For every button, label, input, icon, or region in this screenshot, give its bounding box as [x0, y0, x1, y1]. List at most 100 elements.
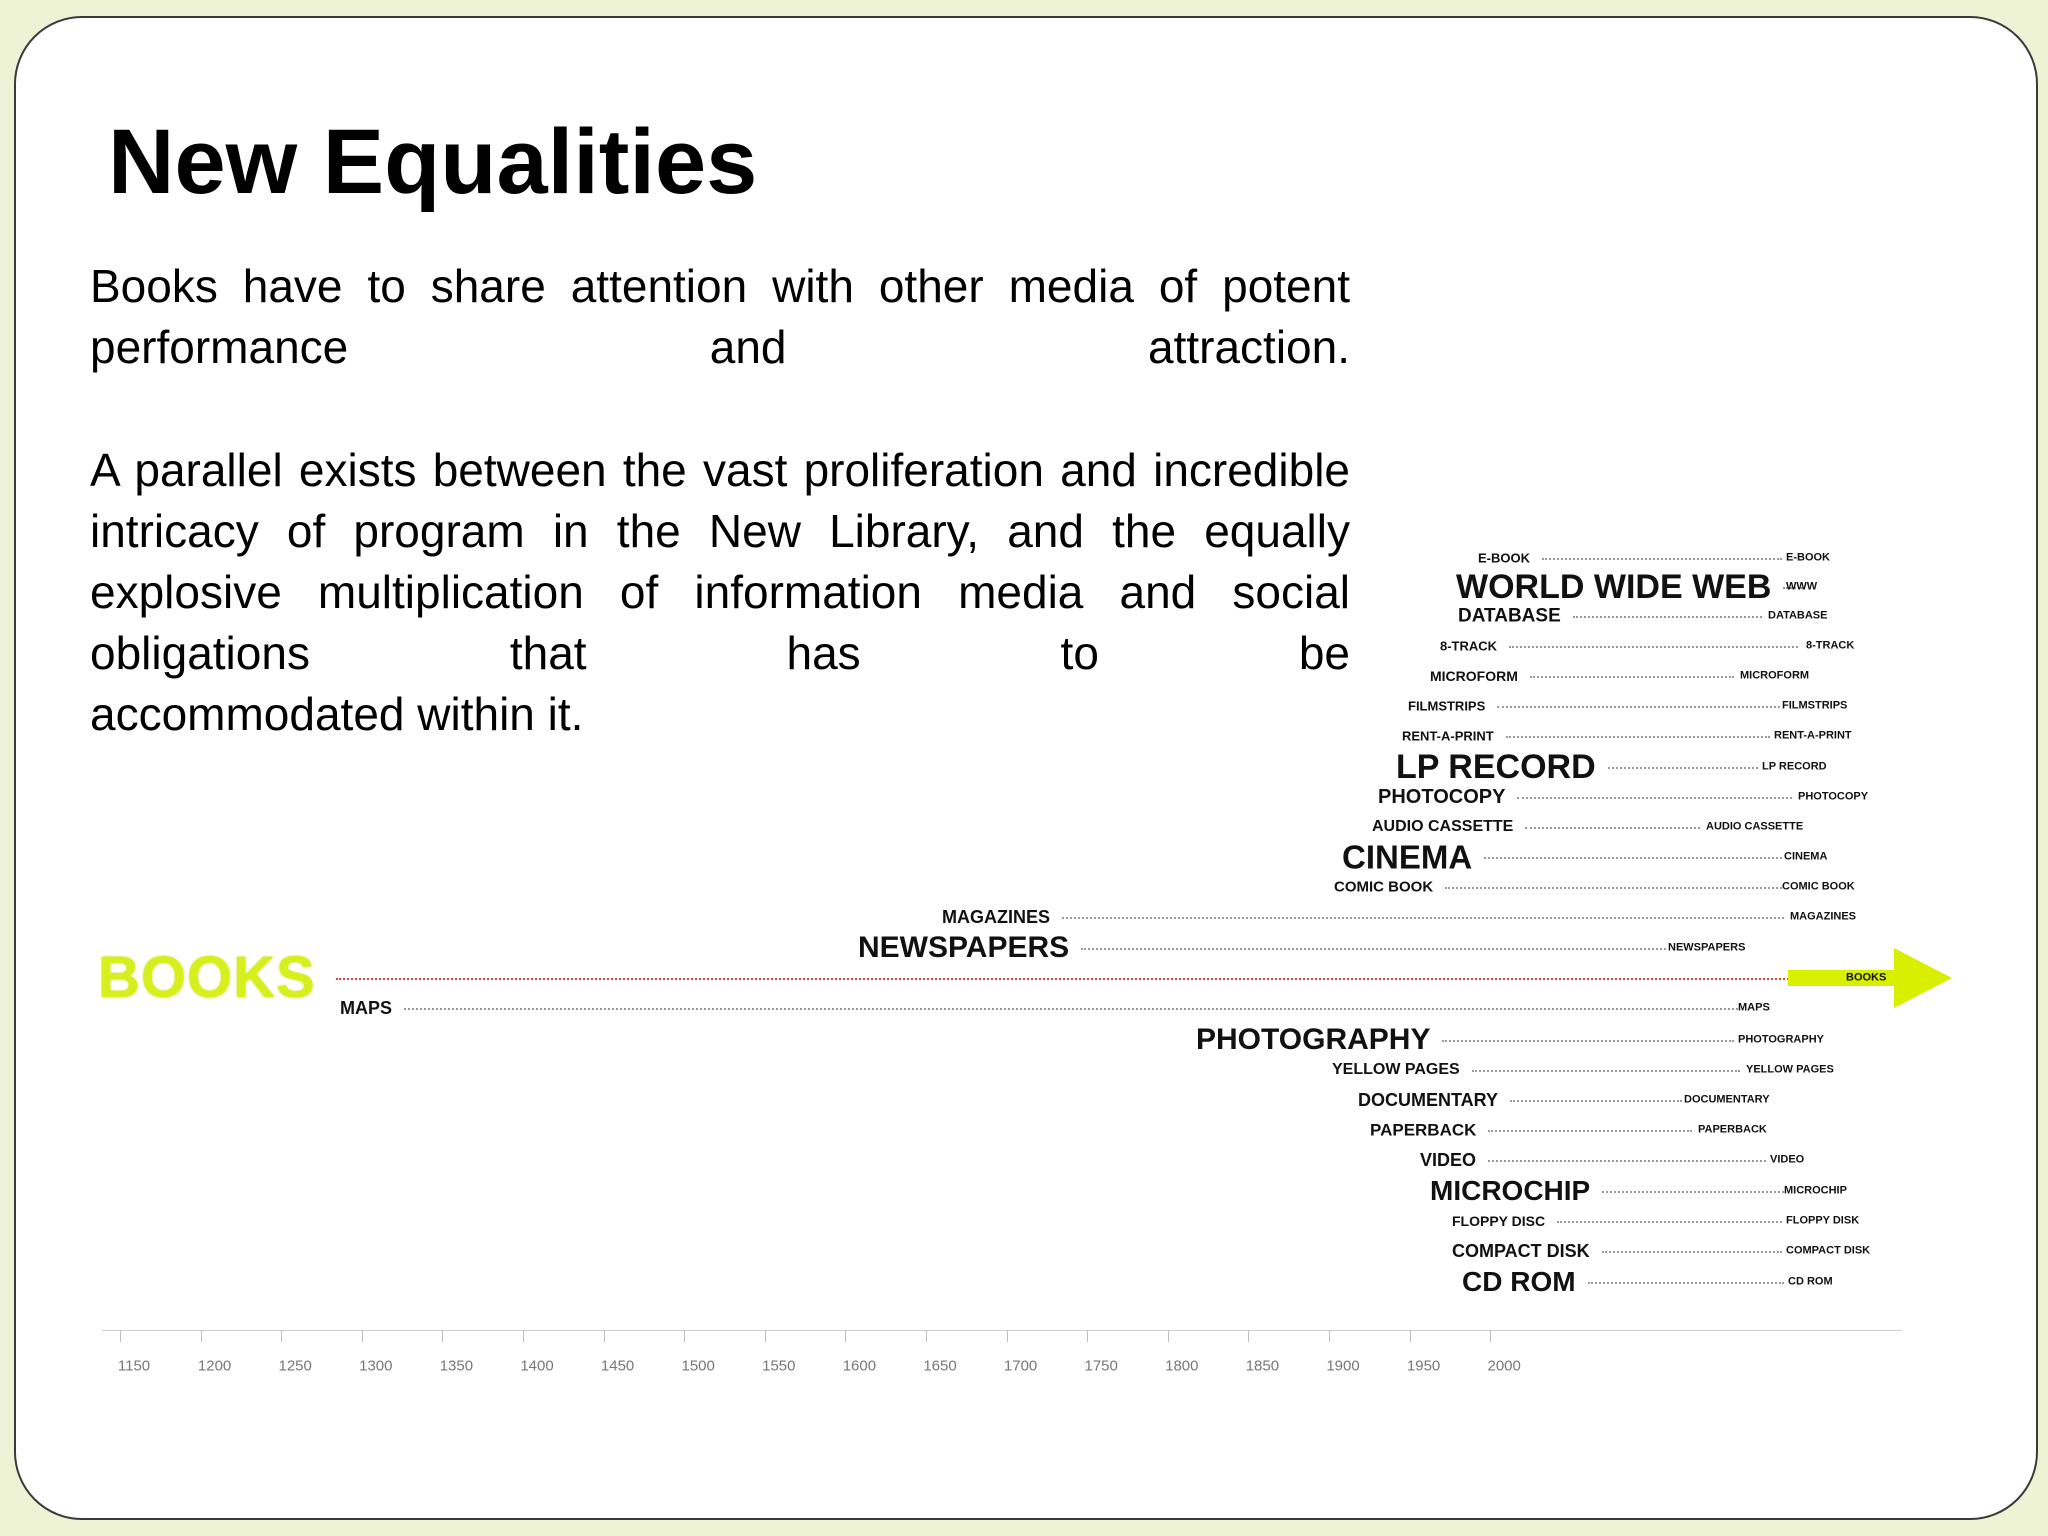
slide-title: New Equalities — [108, 111, 758, 213]
year-label: 1150 — [117, 1357, 151, 1375]
paragraph-1: Books have to share attention with other… — [90, 260, 1350, 373]
paragraph-2-last-line: accommodated within it. — [90, 688, 584, 740]
year-label: 1200 — [197, 1357, 232, 1375]
year-tick — [120, 1330, 121, 1342]
media-line-below-0 — [404, 1008, 1738, 1010]
media-line-below-7 — [1557, 1221, 1782, 1223]
year-tick — [442, 1330, 444, 1342]
media-end-label-above-6: RENT-A-PRINT — [1774, 729, 1852, 742]
media-line-above-2 — [1572, 616, 1762, 618]
media-end-label-above-2: DATABASE — [1768, 609, 1828, 622]
year-tick — [1490, 1330, 1492, 1342]
media-line-above-12 — [1062, 917, 1784, 919]
media-label-below-9: CD ROM — [1462, 1266, 1576, 1297]
media-label-below-5: VIDEO — [1420, 1150, 1477, 1170]
media-end-label-below-6: MICROCHIP — [1784, 1184, 1847, 1197]
media-end-label-above-3: 8-TRACK — [1806, 639, 1855, 652]
books-end-label: BOOKS — [1846, 971, 1887, 984]
year-label: 1650 — [923, 1357, 957, 1375]
year-label: 1250 — [278, 1357, 312, 1375]
paragraph-2: A parallel exists between the vast proli… — [90, 444, 1350, 679]
year-tick — [281, 1330, 283, 1342]
media-line-above-8 — [1517, 797, 1792, 799]
year-label: 1350 — [439, 1357, 474, 1375]
media-end-label-above-12: MAGAZINES — [1790, 910, 1856, 923]
year-label: 1750 — [1084, 1357, 1118, 1375]
media-end-label-above-10: CINEMA — [1784, 850, 1828, 863]
year-label: 1550 — [762, 1357, 796, 1375]
year-label: 1950 — [1406, 1357, 1441, 1375]
media-line-above-10 — [1484, 857, 1782, 859]
media-end-label-below-3: DOCUMENTARY — [1684, 1093, 1770, 1106]
year-label: 1450 — [600, 1357, 635, 1375]
year-label: 1600 — [842, 1357, 877, 1375]
media-end-label-above-1: WWW — [1786, 580, 1818, 593]
books-arrow-shaft — [1788, 970, 1898, 986]
media-line-above-5 — [1497, 706, 1780, 708]
year-tick — [684, 1330, 686, 1342]
media-line-above-1 — [1783, 587, 1804, 589]
media-label-below-0: MAPS — [340, 998, 393, 1018]
media-label-above-2: DATABASE — [1458, 605, 1561, 627]
media-line-below-4 — [1488, 1130, 1692, 1132]
media-label-above-9: AUDIO CASSETTE — [1372, 818, 1514, 835]
media-label-above-0: E-BOOK — [1478, 550, 1530, 566]
media-end-label-above-5: FILMSTRIPS — [1782, 699, 1848, 712]
year-tick — [361, 1330, 363, 1342]
media-label-below-8: COMPACT DISK — [1452, 1241, 1590, 1261]
books-label: BOOKS — [98, 945, 316, 1010]
media-end-label-below-0: MAPS — [1738, 1001, 1770, 1014]
media-label-below-3: DOCUMENTARY — [1358, 1090, 1498, 1110]
media-label-above-6: RENT-A-PRINT — [1402, 728, 1494, 744]
media-end-label-above-7: LP RECORD — [1762, 760, 1827, 773]
media-end-label-above-11: COMIC BOOK — [1782, 880, 1855, 893]
media-line-above-13 — [1081, 948, 1666, 950]
year-label: 1700 — [1003, 1357, 1038, 1375]
media-end-label-above-13: NEWSPAPERS — [1668, 941, 1746, 954]
media-end-label-above-9: AUDIO CASSETTE — [1706, 820, 1804, 833]
media-line-below-3 — [1510, 1100, 1682, 1102]
year-label: 2000 — [1487, 1357, 1521, 1375]
year-label: 1850 — [1245, 1357, 1280, 1375]
media-label-below-7: FLOPPY DISC — [1452, 1213, 1546, 1229]
media-label-below-6: MICROCHIP — [1430, 1175, 1591, 1206]
year-tick — [764, 1330, 766, 1342]
media-line-below-9 — [1587, 1282, 1784, 1284]
year-tick — [1248, 1330, 1250, 1342]
media-end-label-above-8: PHOTOCOPY — [1798, 790, 1869, 803]
year-tick — [926, 1330, 927, 1342]
media-label-above-12: MAGAZINES — [942, 907, 1050, 927]
media-timeline: BOOKS BOOKS E-BOOK E-BOOK WORLD WIDE WEB WW… — [16, 18, 2036, 1518]
media-label-above-5: FILMSTRIPS — [1408, 698, 1486, 714]
media-line-above-7 — [1607, 767, 1758, 769]
media-line-above-4 — [1529, 676, 1734, 678]
year-label: 1500 — [681, 1357, 715, 1375]
media-end-label-above-4: MICROFORM — [1740, 669, 1810, 682]
media-line-above-0 — [1542, 558, 1782, 560]
media-label-above-3: 8-TRACK — [1440, 638, 1498, 654]
media-label-above-4: MICROFORM — [1430, 668, 1518, 684]
year-axis-line — [102, 1330, 1902, 1331]
media-line-above-11 — [1445, 887, 1782, 889]
media-end-label-below-5: VIDEO — [1770, 1153, 1805, 1166]
media-line-below-2 — [1471, 1070, 1740, 1072]
books-arrow-head — [1894, 948, 1952, 1008]
media-end-label-below-4: PAPERBACK — [1698, 1123, 1767, 1136]
media-label-below-1: PHOTOGRAPHY — [1196, 1023, 1431, 1056]
media-end-label-below-7: FLOPPY DISK — [1786, 1214, 1860, 1227]
year-tick — [1409, 1330, 1411, 1342]
media-line-above-9 — [1525, 827, 1700, 829]
media-label-above-7: LP RECORD — [1396, 748, 1596, 786]
year-label: 1300 — [359, 1357, 393, 1375]
media-label-above-11: COMIC BOOK — [1334, 878, 1434, 896]
media-line-above-6 — [1505, 736, 1770, 738]
media-label-above-13: NEWSPAPERS — [858, 931, 1070, 964]
year-tick — [523, 1330, 524, 1342]
slide: New Equalities Books have to share atten… — [14, 16, 2038, 1520]
media-line-below-8 — [1601, 1251, 1782, 1253]
year-tick — [1329, 1330, 1330, 1342]
year-label: 1800 — [1165, 1357, 1199, 1375]
media-line-below-5 — [1488, 1160, 1766, 1162]
media-line-above-3 — [1509, 646, 1798, 648]
year-label: 1400 — [520, 1357, 554, 1375]
